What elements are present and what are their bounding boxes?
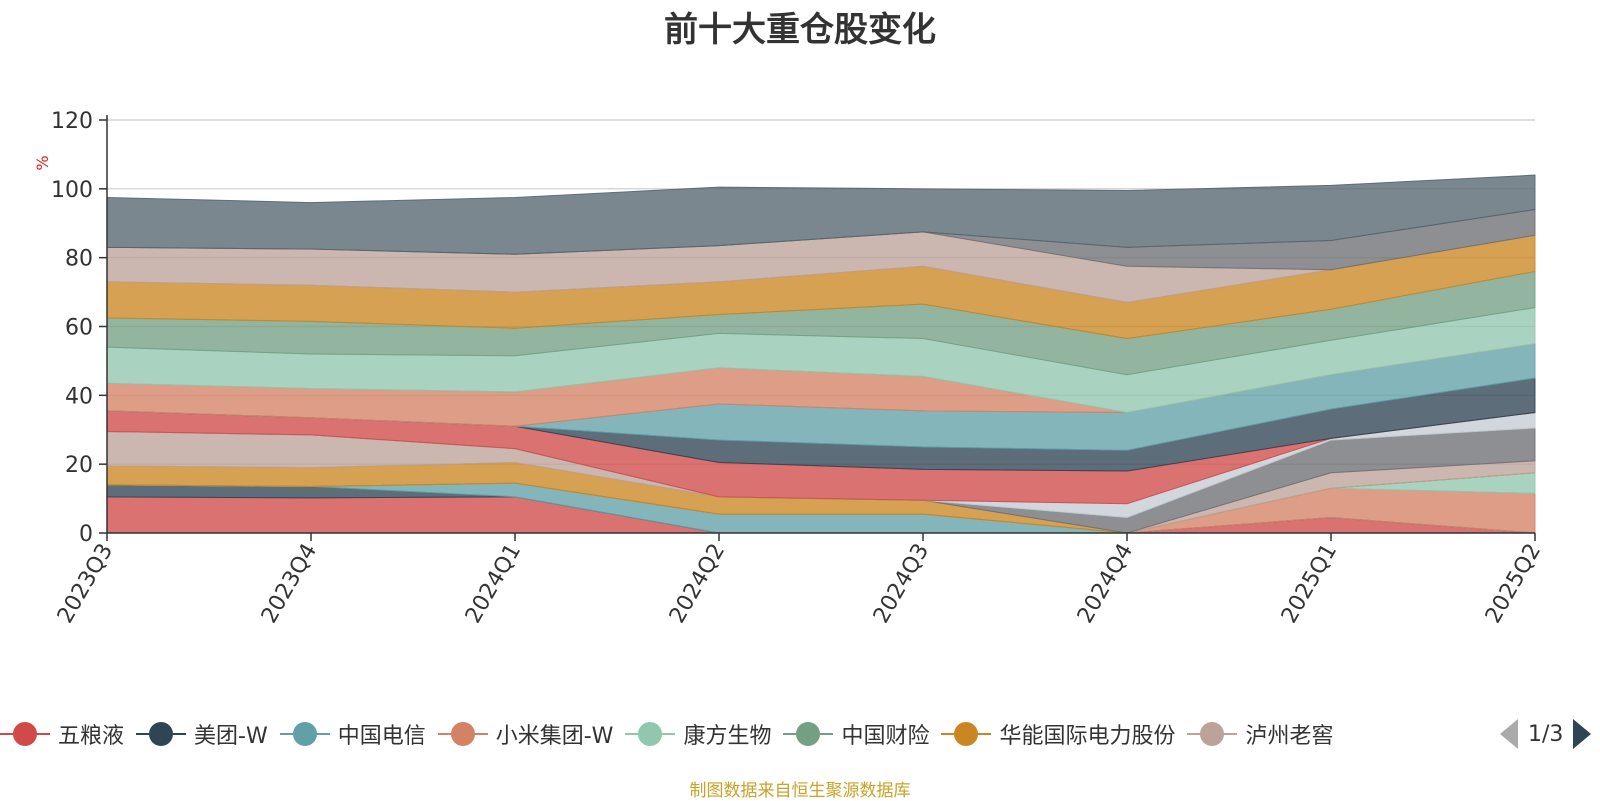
legend-label: 中国财险 [841, 724, 930, 749]
legend-label: 泸州老窖 [1245, 724, 1334, 749]
y-tick-label: 60 [65, 316, 93, 341]
legend-marker-icon [437, 721, 488, 747]
y-tick-label: 0 [79, 522, 93, 547]
legend-item[interactable]: 中国财险 [783, 712, 929, 756]
legend-marker-icon [136, 721, 187, 747]
legend-page-indicator: 1/3 [1528, 721, 1564, 747]
x-tick-label: 2025Q2 [1481, 540, 1546, 628]
legend-item[interactable]: 小米集团-W [437, 712, 614, 756]
y-tick-label: 100 [51, 178, 93, 203]
legend-marker-icon [941, 721, 992, 747]
y-tick-label: 20 [65, 453, 93, 478]
legend: 五粮液 美团-W 中国电信 小米集团-W 康方生物 中国财险 华能国际电力股份 泸州老窖 [0, 712, 1480, 756]
legend-label: 小米集团-W [495, 724, 614, 749]
x-tick-label: 2024Q2 [665, 540, 730, 628]
legend-item[interactable]: 康方生物 [625, 712, 771, 756]
legend-marker-icon [625, 721, 676, 747]
y-tick-label: 80 [65, 247, 93, 272]
legend-item[interactable]: 中国电信 [279, 712, 426, 756]
x-tick-label: 2023Q3 [53, 540, 118, 628]
area-series-19 [106, 174, 1536, 255]
y-tick-label: 120 [51, 109, 93, 134]
legend-pager: 1/3 [1500, 714, 1592, 754]
legend-marker-icon [1187, 721, 1238, 747]
legend-item[interactable]: 美团-W [136, 712, 268, 756]
x-tick-label: 2024Q3 [869, 540, 934, 628]
legend-label: 中国电信 [337, 724, 426, 749]
legend-marker-icon [279, 721, 330, 747]
legend-label: 康方生物 [683, 724, 772, 749]
legend-label: 华能国际电力股份 [999, 724, 1176, 749]
legend-marker-icon [783, 721, 834, 747]
x-tick-label: 2024Q4 [1073, 540, 1138, 628]
legend-marker-icon [0, 721, 50, 747]
legend-item[interactable]: 泸州老窖 [1187, 712, 1334, 756]
legend-item[interactable]: 五粮液 [0, 712, 124, 756]
legend-label: 五粮液 [58, 724, 125, 749]
y-tick-label: 40 [65, 384, 93, 409]
stacked-area-chart: 0 20 40 60 80 100 120 2023Q3 2023Q4 2024Q1 2024Q2 2… [33, 109, 1546, 628]
data-source-note: 制图数据来自恒生聚源数据库 [689, 781, 911, 801]
legend-next-icon[interactable] [1573, 719, 1592, 749]
x-tick-label: 2023Q4 [257, 540, 322, 628]
legend-prev-icon[interactable] [1500, 719, 1518, 749]
y-axis-label: % [33, 155, 52, 170]
legend-label: 美团-W [194, 724, 268, 749]
chart-title: 前十大重仓股变化 [664, 10, 936, 50]
x-tick-label: 2025Q1 [1277, 540, 1342, 628]
area-series [106, 174, 1536, 534]
legend-item[interactable]: 华能国际电力股份 [941, 712, 1175, 756]
x-tick-label: 2024Q1 [461, 540, 526, 628]
